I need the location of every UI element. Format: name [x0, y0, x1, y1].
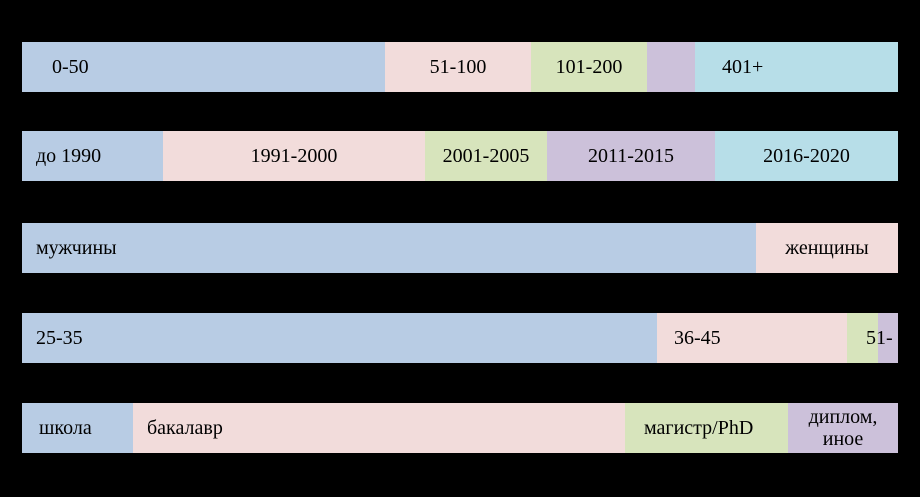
segment-0-50: 0-50: [22, 42, 385, 92]
segment-101-200: 101-200: [531, 42, 647, 92]
segment-label: школа: [39, 417, 92, 439]
segment-do-1990: до 1990: [22, 131, 163, 181]
segment-label: бакалавр: [147, 417, 223, 439]
segment-label: 51-100: [429, 56, 487, 78]
segment-1991-2000: 1991-2000: [163, 131, 425, 181]
bar-row-2: до 1990 1991-2000 2001-2005 2011-2015 20…: [22, 131, 898, 181]
segment-36-45: 36-45: [657, 313, 847, 363]
segment-diploma-other: диплом, иное: [788, 403, 898, 453]
segment-2011-2015: 2011-2015: [547, 131, 715, 181]
bar-row-1: 0-50 51-100 101-200 401+: [22, 42, 898, 92]
segment-label: 101-200: [555, 56, 623, 78]
segment-51-100: 51-100: [385, 42, 531, 92]
bar-row-4: 25-35 36-45 51-: [22, 313, 898, 363]
segment-label: 51-: [866, 327, 893, 349]
segment-unlabeled-row4: [878, 313, 898, 363]
segment-25-35: 25-35: [22, 313, 657, 363]
segment-label: 0-50: [52, 56, 89, 78]
segment-51-clipped: 51-: [847, 313, 893, 363]
segment-men: мужчины: [22, 223, 756, 273]
segment-label: 1991-2000: [250, 145, 338, 167]
segment-master-phd: магистр/PhD: [625, 403, 788, 453]
segment-label: диплом, иное: [808, 406, 878, 450]
segment-label: 2001-2005: [442, 145, 530, 167]
segment-label: женщины: [785, 237, 869, 259]
segment-label: 401+: [722, 56, 764, 78]
segment-label: магистр/PhD: [644, 417, 754, 439]
segment-2016-2020: 2016-2020: [715, 131, 898, 181]
segment-bachelor: бакалавр: [133, 403, 625, 453]
segment-women: женщины: [756, 223, 898, 273]
segment-label: 25-35: [36, 327, 83, 349]
segment-label: до 1990: [36, 145, 102, 167]
segment-label: 2016-2020: [763, 145, 850, 167]
segment-401plus: 401+: [695, 42, 898, 92]
segment-label: мужчины: [36, 237, 117, 259]
segment-2001-2005: 2001-2005: [425, 131, 547, 181]
segment-school: школа: [22, 403, 133, 453]
segment-label: 2011-2015: [588, 145, 674, 167]
segment-unlabeled-row1: [647, 42, 695, 92]
segment-label: 36-45: [674, 327, 721, 349]
bar-row-3: мужчины женщины: [22, 223, 898, 273]
bar-row-5: школа бакалавр магистр/PhD диплом, иное: [22, 403, 898, 453]
